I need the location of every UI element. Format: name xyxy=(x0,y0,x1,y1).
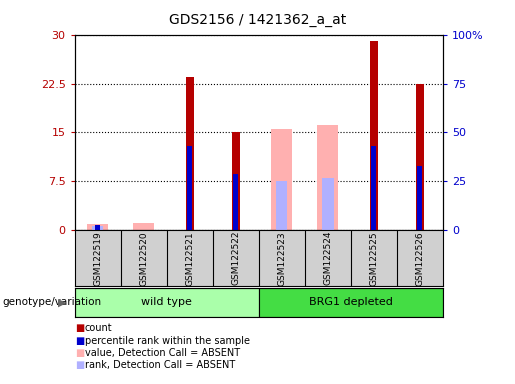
Bar xyxy=(276,182,287,230)
Bar xyxy=(317,125,338,230)
Text: GSM122524: GSM122524 xyxy=(323,231,332,285)
Bar xyxy=(371,146,376,230)
Text: GSM122521: GSM122521 xyxy=(185,231,194,286)
Text: ■: ■ xyxy=(75,348,84,358)
Bar xyxy=(416,84,424,230)
Bar xyxy=(232,132,240,230)
Bar xyxy=(88,224,108,230)
Bar xyxy=(259,288,443,317)
Bar xyxy=(233,174,238,230)
Bar xyxy=(95,225,100,230)
Text: ▶: ▶ xyxy=(58,297,66,308)
Text: GSM122525: GSM122525 xyxy=(369,231,379,286)
Bar xyxy=(75,288,259,317)
Bar xyxy=(322,177,334,230)
Text: GSM122520: GSM122520 xyxy=(139,231,148,286)
Bar xyxy=(417,166,422,230)
Text: GSM122523: GSM122523 xyxy=(277,231,286,286)
Text: BRG1 depleted: BRG1 depleted xyxy=(309,297,393,308)
Text: GSM122522: GSM122522 xyxy=(231,231,241,285)
Bar xyxy=(271,129,292,230)
Text: GDS2156 / 1421362_a_at: GDS2156 / 1421362_a_at xyxy=(169,13,346,27)
Text: percentile rank within the sample: percentile rank within the sample xyxy=(85,336,250,346)
Bar xyxy=(370,41,378,230)
Text: count: count xyxy=(85,323,113,333)
Bar xyxy=(92,225,104,230)
Text: genotype/variation: genotype/variation xyxy=(3,297,101,308)
Text: rank, Detection Call = ABSENT: rank, Detection Call = ABSENT xyxy=(85,360,235,370)
Text: GSM122526: GSM122526 xyxy=(416,231,424,286)
Text: GSM122519: GSM122519 xyxy=(93,231,102,286)
Text: ■: ■ xyxy=(75,336,84,346)
Text: wild type: wild type xyxy=(141,297,192,308)
Bar xyxy=(187,146,192,230)
Text: value, Detection Call = ABSENT: value, Detection Call = ABSENT xyxy=(85,348,240,358)
Text: ■: ■ xyxy=(75,323,84,333)
Bar xyxy=(185,77,194,230)
Bar xyxy=(133,223,154,230)
Text: ■: ■ xyxy=(75,360,84,370)
